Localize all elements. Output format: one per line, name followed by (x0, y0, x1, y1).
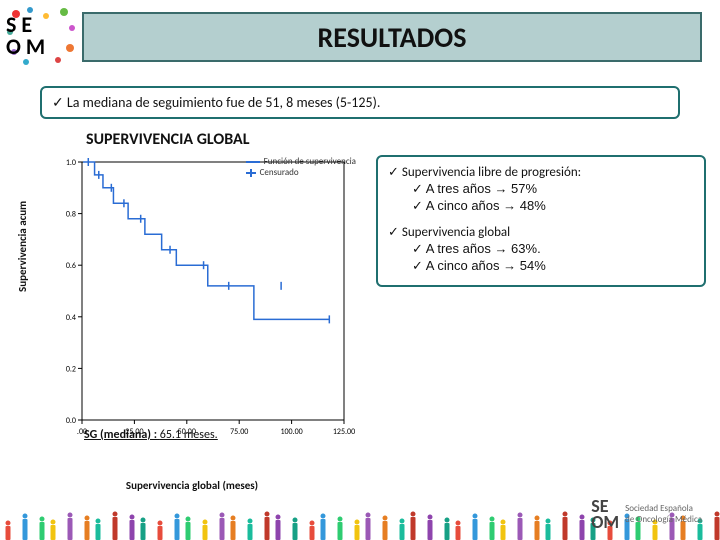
median-followup-text: La mediana de seguimiento fue de 51, 8 m… (52, 94, 380, 111)
seom-logo-top: S E O M (6, 4, 78, 68)
footer-sub1: Sociedad Española (625, 503, 702, 514)
page-title: RESULTADOS (318, 20, 467, 55)
svg-text:125.00: 125.00 (333, 427, 355, 437)
chart-xlabel: Supervivencia global (meses) (22, 479, 362, 492)
sg-label: SG (mediana) : (84, 428, 157, 442)
os-5y: A cinco años → 54% (388, 258, 694, 274)
section-heading: SUPERVIVENCIA GLOBAL (86, 130, 250, 149)
footer-sub2: de Oncología Médica (625, 514, 702, 525)
os-title: Supervivencia global (388, 225, 694, 240)
svg-text:0.2: 0.2 (66, 364, 76, 374)
logo-line2: O M (6, 36, 78, 58)
svg-text:1.0: 1.0 (66, 158, 76, 168)
svg-text:75.00: 75.00 (230, 427, 248, 437)
km-chart: Supervivencia acum .0025.0050.0075.00100… (22, 152, 362, 492)
svg-text:0.8: 0.8 (66, 210, 76, 220)
legend-item-surv: Función de supervivencia (264, 156, 356, 167)
svg-text:0.0: 0.0 (66, 416, 76, 426)
svg-text:0.6: 0.6 (66, 261, 76, 271)
seom-logo-bottom: SE OM Sociedad Española de Oncología Méd… (591, 498, 702, 530)
pfs-3y: A tres años → 57% (388, 181, 694, 197)
chart-ylabel: Supervivencia acum (16, 201, 29, 292)
pfs-5y: A cinco años → 48% (388, 198, 694, 214)
svg-text:100.00: 100.00 (280, 427, 302, 437)
pfs-title: Supervivencia libre de progresión: (388, 165, 694, 180)
chart-legend: Función de supervivencia Censurado (246, 156, 356, 178)
sg-median-note: SG (mediana) : 65.1 meses. (84, 428, 218, 442)
survival-info-box: Supervivencia libre de progresión: A tre… (376, 155, 706, 287)
svg-text:0.4: 0.4 (66, 313, 76, 323)
sg-value: 65.1 meses. (160, 428, 218, 442)
os-3y: A tres años → 63%. (388, 241, 694, 257)
legend-item-cens: Censurado (260, 167, 299, 178)
title-bar: RESULTADOS (82, 12, 702, 62)
median-followup-box: La mediana de seguimiento fue de 51, 8 m… (40, 86, 680, 119)
